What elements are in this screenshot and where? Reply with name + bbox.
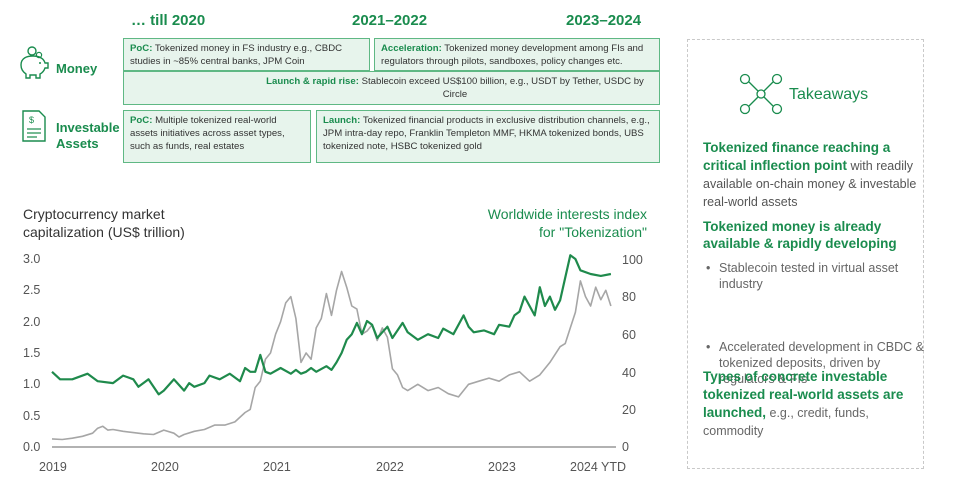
takeaway-text: e.g., credit, funds, commodity	[703, 406, 869, 438]
left-tick: 2.5	[23, 283, 41, 297]
network-icon	[737, 72, 785, 121]
piggy-bank-icon	[15, 45, 51, 86]
right-tick: 0	[622, 440, 629, 454]
left-tick: 1.5	[23, 346, 41, 360]
right-tick: 20	[622, 403, 636, 417]
left-axis-title-line2: capitalization (US$ trillion)	[23, 224, 185, 240]
box-label: Launch & rapid rise:	[266, 76, 359, 87]
takeaway-3: Types of concrete investable tokenized r…	[703, 368, 918, 440]
box-label: PoC:	[130, 115, 153, 126]
right-tick: 60	[622, 328, 636, 342]
box-text: Tokenized money development among FIs an…	[381, 43, 644, 67]
svg-text:$: $	[29, 115, 34, 125]
left-tick: 2.0	[23, 315, 41, 329]
left-tick: 1.0	[23, 377, 41, 391]
left-tick: 0.0	[23, 440, 41, 454]
left-tick: 3.0	[23, 252, 41, 266]
box-money-acceleration: Acceleration: Tokenized money developmen…	[374, 38, 660, 71]
box-label: PoC:	[130, 43, 153, 54]
row-label-investable: Investable	[56, 120, 120, 135]
x-tick: 2022	[376, 460, 404, 474]
box-money-launch: Launch & rapid rise: Stablecoin exceed U…	[123, 71, 660, 105]
box-assets-poc: PoC: Multiple tokenized real-world asset…	[123, 110, 311, 163]
x-tick: 2019	[39, 460, 67, 474]
series-line-interest-index	[51, 254, 612, 396]
period-till-2020: … till 2020	[131, 12, 206, 29]
takeaway-bullet: Accelerated development in CBDC & tokeni…	[706, 339, 924, 387]
right-axis-title-line1: Worldwide interests index	[487, 206, 647, 222]
box-text: Tokenized financial products in exclusiv…	[323, 115, 650, 152]
takeaways-title: Takeaways	[789, 86, 869, 103]
x-tick: 2024 YTD	[570, 460, 627, 474]
takeaway-1: Tokenized finance reaching a critical in…	[703, 139, 918, 211]
takeaway-heading: Tokenized finance reaching a critical in…	[703, 140, 891, 173]
box-label: Launch:	[323, 115, 361, 126]
row-label-assets: Assets	[56, 136, 99, 151]
right-tick: 80	[622, 290, 636, 304]
left-tick: 0.5	[23, 409, 41, 423]
x-tick: 2020	[151, 460, 179, 474]
box-text: Stablecoin exceed US$100 billion, e.g., …	[361, 76, 644, 100]
x-tick: 2023	[488, 460, 516, 474]
box-assets-launch: Launch: Tokenized financial products in …	[316, 110, 660, 163]
series-line-market-cap	[51, 270, 612, 441]
box-text: Tokenized money in FS industry e.g., CBD…	[130, 43, 343, 67]
box-text: Multiple tokenized real-world assets ini…	[130, 115, 285, 152]
box-label: Acceleration:	[381, 43, 442, 54]
right-axis-title-line2: for "Tokenization"	[539, 224, 647, 240]
left-axis-title-line1: Cryptocurrency market	[23, 206, 165, 222]
takeaway-heading: Types of concrete investable tokenized r…	[703, 369, 904, 420]
right-tick: 40	[622, 366, 636, 380]
right-tick: 100	[622, 253, 643, 267]
x-tick: 2021	[263, 460, 291, 474]
takeaway-text: with readily available on-chain money & …	[703, 159, 917, 209]
takeaway-2-heading: Tokenized money is already available & r…	[703, 219, 897, 251]
box-money-poc: PoC: Tokenized money in FS industry e.g.…	[123, 38, 370, 71]
period-2021-2022: 2021–2022	[352, 12, 428, 29]
document-icon: $	[21, 109, 47, 148]
period-2023-2024: 2023–2024	[566, 12, 642, 29]
takeaway-bullet: Stablecoin tested in virtual asset indus…	[706, 260, 924, 292]
takeaways-panel	[687, 39, 924, 469]
row-label-money: Money	[56, 61, 98, 76]
